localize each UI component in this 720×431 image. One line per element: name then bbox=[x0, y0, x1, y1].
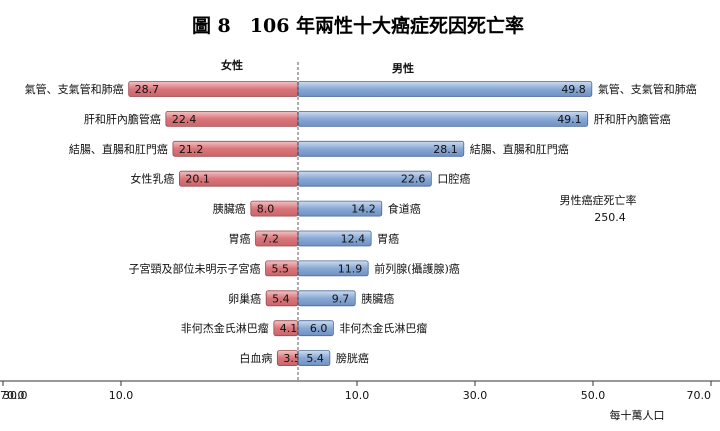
bars-layer: 28.7 氣管、支氣管和肺癌 22.4 肝和肝內膽管癌 21.2 結腸、直腸和肛門癌 20.… bbox=[25, 81, 697, 367]
male-value-label: 11.9 bbox=[338, 262, 363, 275]
tick-label: 50.0 bbox=[581, 389, 606, 402]
female-category-label: 胃癌 bbox=[229, 232, 251, 246]
tick-label: 70.0 bbox=[687, 389, 712, 402]
female-value-label: 22.4 bbox=[172, 113, 197, 126]
female-value-label: 28.7 bbox=[135, 83, 160, 96]
male-value-label: 5.4 bbox=[306, 352, 324, 365]
male-value-label: 6.0 bbox=[310, 322, 328, 335]
male-total-value: 250.4 bbox=[594, 211, 626, 224]
male-value-label: 14.2 bbox=[351, 203, 376, 216]
female-value-label: 20.1 bbox=[185, 173, 210, 186]
female-category-label: 結腸、直腸和肛門癌 bbox=[69, 142, 168, 156]
female-category-label: 卵巢癌 bbox=[228, 291, 261, 305]
male-total-label: 男性癌症死亡率 bbox=[560, 193, 637, 207]
female-value-label: 21.2 bbox=[179, 143, 204, 156]
male-category-label: 肝和肝內膽管癌 bbox=[594, 112, 671, 126]
male-category-label: 非何杰金氏淋巴瘤 bbox=[339, 321, 427, 335]
male-category-label: 胃癌 bbox=[377, 232, 399, 246]
female-value-label: 4.1 bbox=[280, 322, 298, 335]
male-category-label: 氣管、支氣管和肺癌 bbox=[598, 82, 697, 96]
chart-title: 圖 8 106 年兩性十大癌症死因死亡率 bbox=[192, 14, 524, 37]
male-value-label: 9.7 bbox=[332, 292, 350, 305]
male-value-label: 49.1 bbox=[557, 113, 582, 126]
male-bar bbox=[297, 81, 593, 97]
male-header: 男性 bbox=[392, 61, 414, 75]
male-category-label: 膀胱癌 bbox=[336, 351, 369, 365]
male-value-label: 28.1 bbox=[433, 143, 458, 156]
male-value-label: 49.8 bbox=[561, 83, 586, 96]
female-category-label: 肝和肝內膽管癌 bbox=[84, 112, 161, 126]
x-axis: 70.030.0 10.0 10.0 30.0 50.0 70.0 bbox=[0, 62, 720, 402]
male-value-label: 12.4 bbox=[341, 233, 366, 246]
female-category-label: 非何杰金氏淋巴瘤 bbox=[181, 321, 269, 335]
tick-label: 10.0 bbox=[345, 389, 370, 402]
female-category-label: 白血病 bbox=[239, 351, 272, 365]
tick-label: 30.0 bbox=[463, 389, 488, 402]
female-category-label: 氣管、支氣管和肺癌 bbox=[25, 82, 124, 96]
male-category-label: 前列腺(攝護腺)癌 bbox=[374, 261, 460, 275]
female-value-label: 8.0 bbox=[257, 203, 275, 216]
female-value-label: 5.4 bbox=[272, 292, 290, 305]
female-category-label: 胰臟癌 bbox=[213, 202, 246, 216]
female-value-label: 7.2 bbox=[262, 233, 280, 246]
male-category-label: 胰臟癌 bbox=[361, 291, 394, 305]
female-header: 女性 bbox=[221, 58, 243, 72]
male-bar bbox=[297, 111, 589, 127]
male-category-label: 結腸、直腸和肛門癌 bbox=[470, 142, 569, 156]
female-category-label: 子宮頸及部位未明示子宮癌 bbox=[129, 261, 261, 275]
tick-label: 70.0 bbox=[0, 389, 25, 402]
female-value-label: 5.5 bbox=[272, 262, 290, 275]
male-value-label: 22.6 bbox=[401, 173, 426, 186]
female-value-label: 3.5 bbox=[283, 352, 301, 365]
tick-label: 30.0 bbox=[3, 389, 28, 402]
unit-label: 每十萬人口 bbox=[610, 408, 665, 422]
tick-label: 10.0 bbox=[109, 389, 134, 402]
male-category-label: 口腔癌 bbox=[437, 172, 470, 186]
female-category-label: 女性乳癌 bbox=[130, 172, 174, 186]
male-category-label: 食道癌 bbox=[388, 202, 421, 216]
